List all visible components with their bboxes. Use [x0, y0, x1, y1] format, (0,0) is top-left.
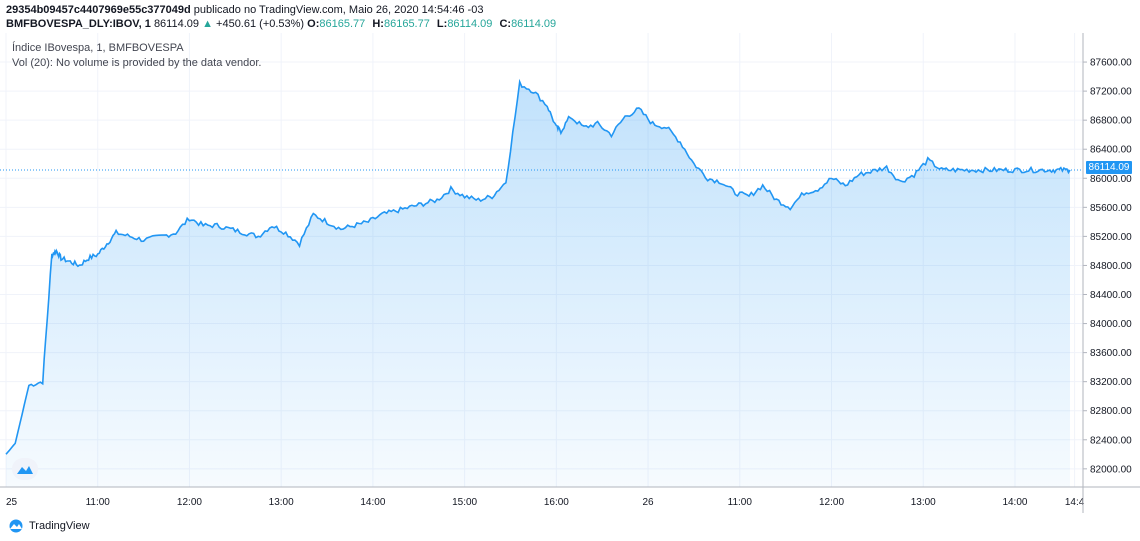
y-tick-label: 82400.00	[1090, 435, 1132, 446]
symbol-label: BMFBOVESPA_DLY:IBOV, 1	[6, 18, 151, 30]
x-tick-label: 16:00	[544, 497, 569, 508]
x-tick-label: 12:00	[819, 497, 844, 508]
y-tick-label: 83200.00	[1090, 377, 1132, 388]
x-tick-label: 14:4	[1065, 497, 1085, 508]
low-value: 86114.09	[447, 18, 493, 30]
x-tick-label: 14:00	[360, 497, 385, 508]
x-axis[interactable]: 25 11:00 12:00 13:00 14:00 15:00 16:00 26 11:00 1…	[6, 497, 1085, 508]
y-tick-label: 82000.00	[1090, 464, 1132, 475]
ohlc-header: BMFBOVESPA_DLY:IBOV, 1 86114.09 ▲ +450.6…	[6, 18, 560, 30]
close-label: C:	[499, 18, 512, 30]
last-price-tag: 86114.09	[1086, 161, 1132, 174]
brand-label: TradingView	[29, 520, 90, 532]
footer: TradingView	[6, 518, 90, 534]
author-id: 29354b09457c4407969e55c377049d	[6, 4, 191, 16]
reset-chart-icon	[17, 466, 33, 474]
price-line	[5, 78, 1071, 455]
legend-volume: Vol (20): No volume is provided by the d…	[12, 57, 262, 69]
y-tick-label: 87600.00	[1090, 58, 1132, 69]
y-axis[interactable]: 87600.00 87200.00 86800.00 86400.00 86000.00…	[1083, 58, 1132, 476]
price-chart[interactable]: 87600.00 87200.00 86800.00 86400.00 86000.00…	[0, 33, 1140, 513]
price-change: +450.61 (+0.53%)	[216, 18, 305, 30]
x-tick-label: 11:00	[728, 497, 753, 508]
x-tick-label: 13:00	[269, 497, 294, 508]
chart-legend: Índice IBovespa, 1, BMFBOVESPA Vol (20):…	[12, 41, 261, 71]
low-label: L:	[436, 18, 448, 30]
x-tick-label: 26	[643, 497, 655, 508]
x-tick-label: 12:00	[177, 497, 202, 508]
open-value: 86165.77	[319, 18, 366, 30]
x-tick-label: 25	[6, 497, 18, 508]
x-tick-label: 13:00	[911, 497, 936, 508]
x-tick-label: 14:00	[1002, 497, 1027, 508]
y-tick-label: 84400.00	[1090, 290, 1132, 301]
tradingview-logo-icon	[9, 519, 23, 533]
price-area	[6, 81, 1070, 488]
high-label: H:	[372, 18, 384, 30]
y-tick-label: 85600.00	[1090, 203, 1132, 214]
reset-chart-button[interactable]	[12, 458, 38, 480]
y-tick-label: 83600.00	[1090, 348, 1132, 359]
high-value: 86165.77	[383, 18, 430, 30]
x-tick-label: 15:00	[452, 497, 477, 508]
up-arrow-icon: ▲	[202, 18, 213, 30]
open-label: O:	[307, 18, 320, 30]
publish-header: 29354b09457c4407969e55c377049d publicado…	[6, 4, 483, 16]
y-tick-label: 86400.00	[1090, 145, 1132, 156]
y-tick-label: 84000.00	[1090, 319, 1132, 330]
x-tick-label: 11:00	[86, 497, 111, 508]
y-tick-label: 82800.00	[1090, 406, 1132, 417]
legend-title: Índice IBovespa, 1, BMFBOVESPA	[12, 42, 184, 54]
close-value: 86114.09	[511, 18, 557, 30]
y-tick-label: 87200.00	[1090, 87, 1132, 98]
y-tick-label: 86800.00	[1090, 116, 1132, 127]
y-tick-label: 85200.00	[1090, 232, 1132, 243]
y-tick-label: 84800.00	[1090, 261, 1132, 272]
publish-info: publicado no TradingView.com, Maio 26, 2…	[193, 4, 484, 16]
last-price: 86114.09	[153, 18, 200, 30]
y-tick-label: 86000.00	[1090, 174, 1132, 185]
